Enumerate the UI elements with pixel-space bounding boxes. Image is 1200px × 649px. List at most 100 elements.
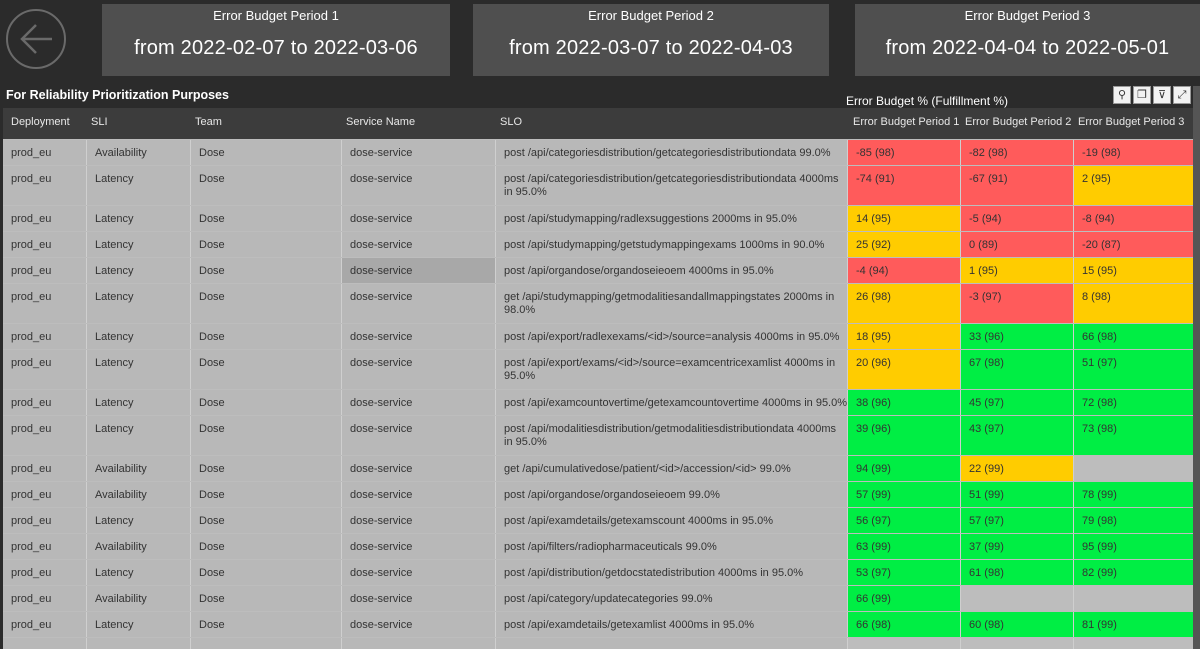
cell-deployment: prod_eu — [11, 463, 52, 475]
cell-slo: post /api/categoriesdistribution/getcate… — [495, 166, 847, 205]
cell-sli: Latency — [86, 206, 190, 231]
cell-service-name: dose-service — [341, 482, 495, 507]
col-header-sli[interactable]: SLI — [91, 116, 108, 128]
cell-deployment: prod_eu — [11, 265, 52, 277]
cell-team: Dose — [190, 560, 341, 585]
back-button[interactable] — [6, 9, 66, 69]
cell-error-budget-2: -67 (91) — [960, 166, 1073, 205]
cell-slo — [495, 638, 847, 649]
col-header-eb2[interactable]: Error Budget Period 2 — [965, 116, 1072, 128]
table-row[interactable]: prod_eu Latency Dose dose-service get /api/s… — [3, 283, 1193, 323]
table-row[interactable]: prod_eu Latency Dose dose-service post /api/… — [3, 349, 1193, 389]
table-row[interactable]: prod_eu Latency Dose dose-service post /api/… — [3, 231, 1193, 257]
cell-sli: Latency — [86, 258, 190, 283]
cell-service-name: dose-service — [341, 560, 495, 585]
cell-team: Dose — [190, 508, 341, 533]
visual-title: For Reliability Prioritization Purposes — [6, 88, 229, 102]
cell-slo: post /api/categoriesdistribution/getcate… — [495, 140, 847, 165]
vertical-scrollbar[interactable] — [1193, 86, 1200, 649]
cell-slo: post /api/distribution/getdocstatedistri… — [495, 560, 847, 585]
copy-icon[interactable]: ❐ — [1133, 86, 1151, 104]
cell-error-budget-2: 43 (97) — [960, 416, 1073, 455]
cell-error-budget-3: 95 (99) — [1073, 534, 1193, 559]
col-header-slo[interactable]: SLO — [500, 116, 523, 128]
cell-deployment: prod_eu — [11, 541, 52, 553]
cell-error-budget-3: 82 (99) — [1073, 560, 1193, 585]
table-row[interactable] — [3, 637, 1193, 649]
cell-team: Dose — [190, 350, 341, 389]
table-row[interactable]: prod_eu Latency Dose dose-service post /api/… — [3, 415, 1193, 455]
cell-error-budget-3: 15 (95) — [1073, 258, 1193, 283]
cell-error-budget-1: 57 (99) — [847, 482, 960, 507]
cell-error-budget-3: 8 (98) — [1073, 284, 1193, 323]
cell-sli: Availability — [86, 482, 190, 507]
cell-deployment: prod_eu — [11, 515, 52, 527]
pin-icon[interactable]: ⚲ — [1113, 86, 1131, 104]
cell-deployment: prod_eu — [11, 567, 52, 579]
cell-error-budget-2: -5 (94) — [960, 206, 1073, 231]
cell-deployment: prod_eu — [11, 331, 52, 343]
cell-error-budget-1: -74 (91) — [847, 166, 960, 205]
cell-deployment: prod_eu — [11, 593, 52, 605]
table-row[interactable]: prod_eu Availability Dose dose-service post … — [3, 139, 1193, 165]
cell-error-budget-2: 0 (89) — [960, 232, 1073, 257]
cell-service-name: dose-service — [341, 284, 495, 323]
table-row[interactable]: prod_eu Latency Dose dose-service post /api/… — [3, 165, 1193, 205]
cell-slo: post /api/examcountovertime/getexamcount… — [495, 390, 847, 415]
table-row[interactable]: prod_eu Availability Dose dose-service post … — [3, 533, 1193, 559]
col-header-team[interactable]: Team — [195, 116, 222, 128]
cell-sli: Latency — [86, 508, 190, 533]
table-row[interactable]: prod_eu Latency Dose dose-service post /api/… — [3, 389, 1193, 415]
cell-error-budget-1: 56 (97) — [847, 508, 960, 533]
table-row[interactable]: prod_eu Latency Dose dose-service post /api/… — [3, 323, 1193, 349]
table-row[interactable]: prod_eu Availability Dose dose-service post … — [3, 585, 1193, 611]
period-title: Error Budget Period 1 — [213, 8, 339, 23]
table-row[interactable]: prod_eu Availability Dose dose-service post … — [3, 481, 1193, 507]
cell-error-budget-3: 79 (98) — [1073, 508, 1193, 533]
cell-slo: post /api/export/radlexexams/<id>/source… — [495, 324, 847, 349]
cell-team: Dose — [190, 258, 341, 283]
focus-mode-icon[interactable]: ⤢ — [1173, 86, 1191, 104]
cell-error-budget-3: 78 (99) — [1073, 482, 1193, 507]
cell-deployment: prod_eu — [11, 397, 52, 409]
error-budget-caption: Error Budget % (Fulfillment %) — [846, 94, 1009, 108]
table-visual: For Reliability Prioritization Purposes … — [0, 86, 1200, 649]
cell-team: Dose — [190, 612, 341, 637]
cell-sli: Latency — [86, 324, 190, 349]
cell-error-budget-1: 39 (96) — [847, 416, 960, 455]
col-header-service[interactable]: Service Name — [346, 116, 416, 128]
cell-service-name: dose-service — [341, 416, 495, 455]
cell-service-name: dose-service — [341, 206, 495, 231]
cell-sli: Availability — [86, 140, 190, 165]
cell-error-budget-1: -85 (98) — [847, 140, 960, 165]
header-banner: Error Budget Period 1 from 2022-02-07 to… — [0, 0, 1200, 86]
cell-slo: post /api/examdetails/getexamlist 4000ms… — [495, 612, 847, 637]
filter-icon[interactable]: ⊽ — [1153, 86, 1171, 104]
table-row[interactable]: prod_eu Latency Dose dose-service post /api/… — [3, 611, 1193, 637]
cell-error-budget-2: 37 (99) — [960, 534, 1073, 559]
table-row[interactable]: prod_eu Latency Dose dose-service post /api/… — [3, 257, 1193, 283]
cell-error-budget-1: 25 (92) — [847, 232, 960, 257]
cell-error-budget-2: 33 (96) — [960, 324, 1073, 349]
table-row[interactable]: prod_eu Latency Dose dose-service post /api/… — [3, 205, 1193, 231]
cell-deployment: prod_eu — [11, 147, 52, 159]
cell-sli — [86, 638, 190, 649]
table-row[interactable]: prod_eu Availability Dose dose-service get /… — [3, 455, 1193, 481]
cell-slo: post /api/category/updatecategories 99.0… — [495, 586, 847, 611]
cell-service-name: dose-service — [341, 140, 495, 165]
cell-error-budget-3 — [1073, 638, 1193, 649]
table-row[interactable]: prod_eu Latency Dose dose-service post /api/… — [3, 507, 1193, 533]
col-header-eb3[interactable]: Error Budget Period 3 — [1078, 116, 1185, 128]
cell-deployment: prod_eu — [11, 213, 52, 225]
col-header-eb1[interactable]: Error Budget Period 1 — [853, 116, 960, 128]
table-row[interactable]: prod_eu Latency Dose dose-service post /api/… — [3, 559, 1193, 585]
cell-sli: Availability — [86, 534, 190, 559]
cell-error-budget-3: 72 (98) — [1073, 390, 1193, 415]
table-header: Deployment SLI Team Service Name SLO Err… — [3, 108, 1193, 139]
cell-deployment: prod_eu — [11, 489, 52, 501]
cell-slo: post /api/export/exams/<id>/source=examc… — [495, 350, 847, 389]
cell-team: Dose — [190, 416, 341, 455]
period-card-2: Error Budget Period 2 from 2022-03-07 to… — [473, 4, 829, 76]
col-header-deployment[interactable]: Deployment — [11, 116, 70, 128]
period-range: from 2022-02-07 to 2022-03-06 — [134, 37, 418, 59]
